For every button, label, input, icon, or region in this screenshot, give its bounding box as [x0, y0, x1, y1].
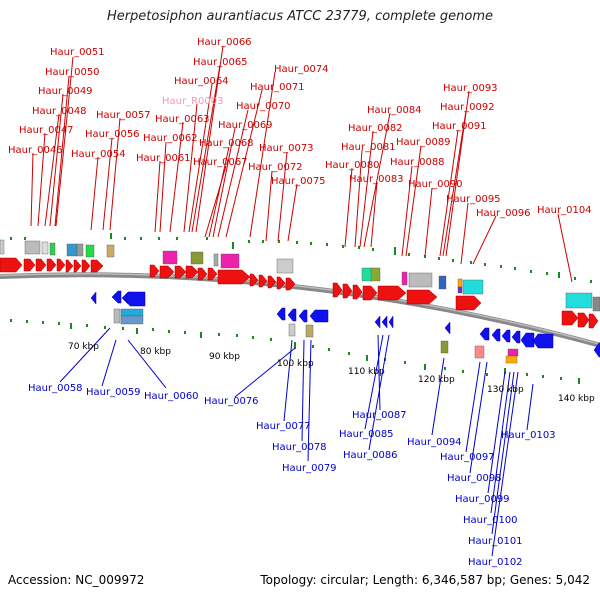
- forward-features: [0, 239, 600, 312]
- gene-label[interactable]: Haur_0068: [199, 138, 254, 149]
- gene-label[interactable]: Haur_0083: [349, 174, 404, 185]
- gene-label[interactable]: Haur_0089: [396, 137, 451, 148]
- gene-label[interactable]: Haur_0057: [96, 110, 151, 121]
- gene-label[interactable]: Haur_0065: [193, 57, 248, 68]
- scale-label: 70 kbp: [68, 342, 99, 352]
- gene-label[interactable]: Haur_0072: [248, 162, 303, 173]
- gene-label[interactable]: Haur_0087: [352, 410, 407, 421]
- outer-tick-ring: [10, 233, 592, 283]
- gene-label[interactable]: Haur_0091: [432, 121, 487, 132]
- gene-label[interactable]: Haur_0064: [174, 76, 229, 87]
- genome-backbone-highlight: [0, 273, 600, 346]
- gene-label[interactable]: Haur_0073: [259, 143, 314, 154]
- gene-label[interactable]: Haur_0074: [274, 64, 329, 75]
- gene-label[interactable]: Haur_0050: [45, 67, 100, 78]
- gene-label[interactable]: Haur_0058: [28, 383, 83, 394]
- scale-labels: 70 kbp 80 kbp 90 kbp 100 kbp 110 kbp 120…: [68, 342, 595, 404]
- gene-label[interactable]: Haur_0046: [8, 145, 63, 156]
- scale-label: 80 kbp: [140, 347, 171, 357]
- scale-label: 130 kbp: [487, 385, 524, 395]
- gene-label[interactable]: Haur_0104: [537, 205, 592, 216]
- gene-label[interactable]: Haur_0095: [446, 194, 501, 205]
- forward-leader-lines: [30, 45, 573, 283]
- gene-label[interactable]: Haur_0097: [440, 452, 495, 463]
- gene-label[interactable]: Haur_0092: [440, 102, 495, 113]
- gene-label[interactable]: Haur_0060: [144, 391, 199, 402]
- gene-label[interactable]: Haur_0093: [443, 83, 498, 94]
- forward-gene-labels: Haur_0051 Haur_0050 Haur_0049 Haur_0048 …: [8, 37, 592, 219]
- gene-label[interactable]: Haur_0077: [256, 421, 311, 432]
- gene-label[interactable]: Haur_0062: [143, 133, 198, 144]
- gene-label[interactable]: Haur_0090: [408, 179, 463, 190]
- gene-label[interactable]: Haur_0100: [463, 515, 518, 526]
- genome-backbone: [0, 272, 600, 348]
- gene-label[interactable]: Haur_0081: [341, 142, 396, 153]
- gene-label[interactable]: Haur_0099: [455, 494, 510, 505]
- gene-label[interactable]: Haur_0067: [193, 157, 248, 168]
- gene-label[interactable]: Haur_0102: [468, 557, 523, 568]
- gene-label[interactable]: Haur_0088: [390, 157, 445, 168]
- reverse-leader-lines: [59, 327, 534, 557]
- genome-title: Herpetosiphon aurantiacus ATCC 23779, co…: [106, 9, 494, 24]
- gene-label[interactable]: Haur_0079: [282, 463, 337, 474]
- gene-label[interactable]: Haur_0061: [136, 153, 191, 164]
- gene-label[interactable]: Haur_0080: [325, 160, 380, 171]
- reverse-gene-labels: Haur_0058 Haur_0059 Haur_0060 Haur_0076 …: [28, 383, 556, 568]
- gene-label[interactable]: Haur_0047: [19, 125, 74, 136]
- gene-label[interactable]: Haur_0066: [197, 37, 252, 48]
- gene-label[interactable]: Haur_0075: [271, 176, 326, 187]
- gene-label[interactable]: Haur_0094: [407, 437, 462, 448]
- gene-label[interactable]: Haur_0069: [218, 120, 273, 131]
- scale-label: 100 kbp: [277, 359, 314, 369]
- forward-genes: [0, 257, 599, 329]
- gene-label[interactable]: Haur_0085: [339, 429, 394, 440]
- gene-label[interactable]: Haur_0056: [85, 129, 140, 140]
- genome-info-text: Topology: circular; Length: 6,346,587 bp…: [260, 573, 590, 587]
- gene-label[interactable]: Haur_R0003: [162, 96, 224, 107]
- reverse-features: [113, 308, 519, 364]
- gene-label[interactable]: Haur_0086: [343, 450, 398, 461]
- scale-label: 140 kbp: [558, 394, 595, 404]
- gene-label[interactable]: Haur_0070: [236, 101, 291, 112]
- gene-label[interactable]: Haur_0048: [32, 106, 87, 117]
- accession-text: Accession: NC_009972: [8, 573, 145, 587]
- scale-label: 110 kbp: [348, 367, 385, 377]
- gene-label[interactable]: Haur_0063: [155, 114, 210, 125]
- gene-label[interactable]: Haur_0098: [447, 473, 502, 484]
- gene-label[interactable]: Haur_0071: [250, 82, 305, 93]
- gene-label[interactable]: Haur_0049: [38, 86, 93, 97]
- gene-label[interactable]: Haur_0103: [501, 430, 556, 441]
- gene-label[interactable]: Haur_0059: [86, 387, 141, 398]
- reverse-genes: [90, 290, 600, 358]
- gene-label[interactable]: Haur_0082: [348, 123, 403, 134]
- scale-label: 120 kbp: [418, 375, 455, 385]
- gene-label[interactable]: Haur_0076: [204, 396, 259, 407]
- gene-label[interactable]: Haur_0054: [71, 149, 126, 160]
- gene-label[interactable]: Haur_0101: [468, 536, 523, 547]
- scale-label: 90 kbp: [209, 352, 240, 362]
- gene-label[interactable]: Haur_0084: [367, 105, 422, 116]
- gene-label[interactable]: Haur_0078: [272, 442, 327, 453]
- gene-label[interactable]: Haur_0051: [50, 47, 105, 58]
- gene-label[interactable]: Haur_0096: [476, 208, 531, 219]
